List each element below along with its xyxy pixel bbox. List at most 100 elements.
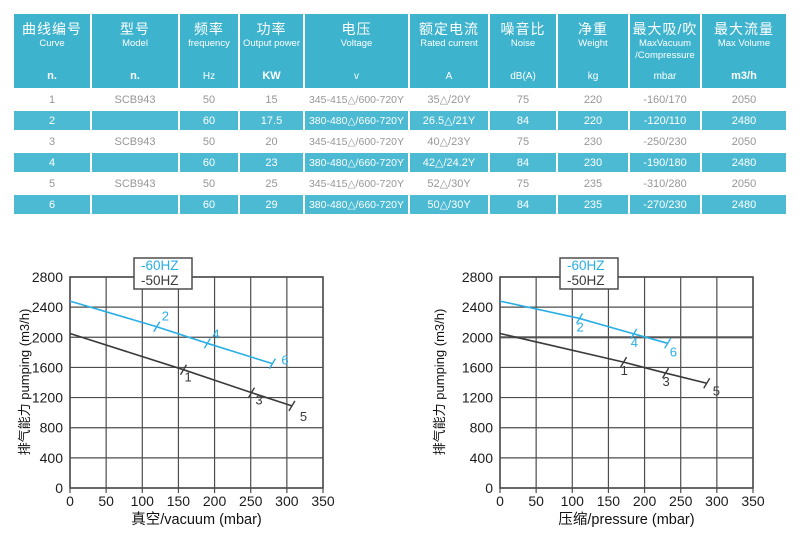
table-cell: 26.5△/21Y xyxy=(410,111,488,130)
table-cell: 220 xyxy=(558,111,628,130)
column-header-2: 型号 Model n. xyxy=(92,14,178,88)
header-en: Rated current xyxy=(420,38,478,49)
y-tick-label: 800 xyxy=(470,420,494,436)
series-line-50HZ xyxy=(69,332,293,407)
header-en: Noise xyxy=(510,38,536,49)
point-tick xyxy=(268,358,277,370)
header-zh: 型号 xyxy=(120,21,150,37)
table-row-2: 2 60 17.5 380-480△/660-720Y 26.5△/21Y 84 220 -1… xyxy=(14,111,786,130)
x-tick-label: 350 xyxy=(741,493,765,509)
x-tick-label: 150 xyxy=(167,493,191,509)
header-en: MaxVacuum xyxy=(638,38,692,49)
table-cell: 50△/30Y xyxy=(410,195,488,214)
x-tick-label: 50 xyxy=(98,493,114,509)
x-tick-label: 250 xyxy=(669,493,693,509)
table-cell: -190/180 xyxy=(630,153,700,172)
header-zh: 功率 xyxy=(256,21,287,37)
column-header-3: 频率 frequency Hz xyxy=(180,14,238,88)
y-tick-label: 2800 xyxy=(32,269,63,285)
table-cell: 2480 xyxy=(702,111,786,130)
header-zh: 最大流量 xyxy=(714,21,774,37)
plot-frame xyxy=(69,276,324,489)
table-cell: -310/280 xyxy=(630,174,700,193)
legend-box xyxy=(559,257,619,290)
x-tick-label: 200 xyxy=(203,493,227,509)
y-tick-label: 2800 xyxy=(462,269,493,285)
table-header-row: 曲线编号 Curve n. 型号 Model n. 频率 frequency Hz 功率 Outpu… xyxy=(14,14,786,88)
point-tick xyxy=(153,321,161,333)
point-tick xyxy=(703,377,711,389)
header-en: Max Volume xyxy=(717,38,771,49)
table-cell: 50 xyxy=(180,174,238,193)
table-row-1: 1 SCB943 50 15 345-415△/600-720Y 35△/20Y 75 220… xyxy=(14,90,786,109)
table-cell: 60 xyxy=(180,111,238,130)
x-tick-label: 150 xyxy=(597,493,621,509)
column-header-10: 最大流量 Max Volume m3/h xyxy=(702,14,786,88)
header-en2: /Compressure xyxy=(635,50,695,61)
table-row-6: 6 60 29 380-480△/660-720Y 50△/30Y 84 235 -270/2… xyxy=(14,195,786,214)
table-cell: 345-415△/600-720Y xyxy=(305,132,408,151)
table-cell: 2480 xyxy=(702,153,786,172)
table-cell: 23 xyxy=(240,153,303,172)
column-header-8: 净重 Weight kg xyxy=(558,14,628,88)
y-tick-label: 400 xyxy=(470,450,494,466)
table-cell: 60 xyxy=(180,195,238,214)
table-cell: 220 xyxy=(558,90,628,109)
table-cell: 40△/23Y xyxy=(410,132,488,151)
table-cell: 84 xyxy=(490,153,556,172)
column-header-6: 额定电流 Rated current A xyxy=(410,14,488,88)
x-tick-label: 350 xyxy=(311,493,335,509)
table-cell: 35△/20Y xyxy=(410,90,488,109)
table-cell: 29 xyxy=(240,195,303,214)
table-cell: 235 xyxy=(558,174,628,193)
table-cell: 380-480△/660-720Y xyxy=(305,153,408,172)
curve-number-label: 5 xyxy=(300,409,307,424)
y-tick-label: 1200 xyxy=(32,390,63,406)
curve-number-label: 6 xyxy=(281,353,288,368)
legend-entry: -60HZ xyxy=(567,258,605,273)
legend-entry: -50HZ xyxy=(141,273,179,288)
header-unit: n. xyxy=(47,70,57,82)
series-line-60HZ xyxy=(69,300,273,365)
table-cell xyxy=(92,195,178,214)
column-header-5: 电压 Voltage v xyxy=(305,14,408,88)
table-cell: 5 xyxy=(14,174,90,193)
legend-entry: -50HZ xyxy=(567,273,605,288)
x-tick-label: 250 xyxy=(239,493,263,509)
curve-number-label: 2 xyxy=(162,309,169,324)
table-cell: 230 xyxy=(558,153,628,172)
table-cell: 50 xyxy=(180,132,238,151)
y-tick-label: 1600 xyxy=(462,359,493,375)
table-cell: 3 xyxy=(14,132,90,151)
column-header-4: 功率 Output power KW xyxy=(240,14,303,88)
point-tick xyxy=(575,313,584,324)
spec-table: 曲线编号 Curve n. 型号 Model n. 频率 frequency Hz 功率 Outpu… xyxy=(12,12,788,216)
header-unit: m3/h xyxy=(731,70,757,82)
x-tick-label: 300 xyxy=(275,493,299,509)
table-cell: 380-480△/660-720Y xyxy=(305,195,408,214)
vacuum-chart: 0 50 100 150 200 250 300 350 0 400 800 1200 1600 2000… xyxy=(17,257,335,528)
curve-number-label: 6 xyxy=(670,344,677,359)
header-zh: 净重 xyxy=(578,21,608,37)
point-tick xyxy=(247,387,256,399)
table-cell: 230 xyxy=(558,132,628,151)
table-cell: 2050 xyxy=(702,132,786,151)
y-tick-label: 0 xyxy=(55,480,63,496)
header-zh: 电压 xyxy=(341,21,372,37)
table-row-3: 3 SCB943 50 20 345-415△/600-720Y 40△/23Y 75 230… xyxy=(14,132,786,151)
header-unit: n. xyxy=(130,70,140,82)
table-cell xyxy=(92,153,178,172)
table-cell: 2 xyxy=(14,111,90,130)
column-header-1: 曲线编号 Curve n. xyxy=(14,14,90,88)
table-cell: 52△/30Y xyxy=(410,174,488,193)
header-zh: 曲线编号 xyxy=(22,21,82,37)
x-tick-label: 50 xyxy=(528,493,544,509)
header-unit: A xyxy=(445,71,453,82)
header-en: Weight xyxy=(578,38,608,49)
pressure-chart: 0 50 100 150 200 250 300 350 0 400 800 1200 1600 2000… xyxy=(432,257,765,528)
header-unit: KW xyxy=(262,70,281,82)
header-unit: Hz xyxy=(202,71,216,82)
x-axis-title: 压缩/pressure (mbar) xyxy=(558,511,694,528)
header-zh: 频率 xyxy=(194,21,224,37)
